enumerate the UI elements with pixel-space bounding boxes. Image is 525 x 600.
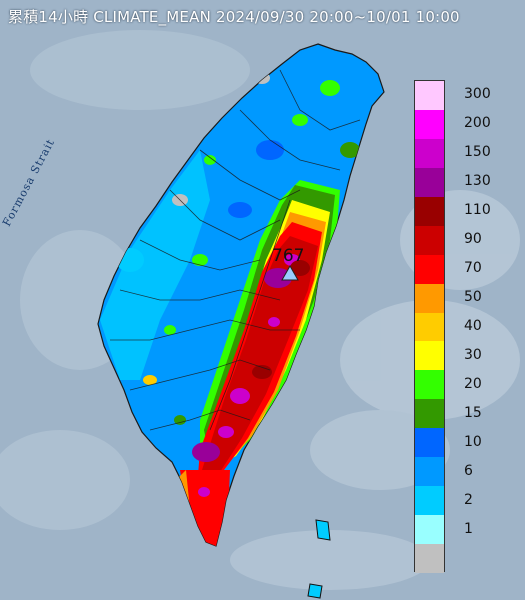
legend-label: 15 [464, 404, 482, 421]
legend-label: 30 [464, 346, 482, 363]
legend-label: 70 [464, 260, 482, 277]
legend-label: 130 [464, 173, 491, 190]
color-legend: 300 200 150 130 110 90 70 50 40 30 20 15 10 6 2 1 [414, 80, 515, 573]
legend-swatch [415, 341, 444, 371]
legend-swatch [415, 109, 444, 139]
legend-label: 200 [464, 115, 491, 132]
max-rainfall-marker [281, 264, 299, 281]
legend-label: 6 [464, 462, 473, 479]
legend-swatch [415, 167, 444, 197]
legend-label: 1 [464, 520, 473, 537]
legend-swatch [415, 254, 444, 284]
legend-label: 20 [464, 375, 482, 392]
legend-swatch [415, 544, 444, 573]
county-boundaries [110, 69, 361, 431]
legend-swatch [415, 283, 444, 313]
legend-swatch [415, 486, 444, 516]
legend-label: 10 [464, 433, 482, 450]
rainfall-zones [100, 72, 360, 546]
legend-swatch [415, 225, 444, 255]
green-island [315, 519, 331, 541]
legend-label: 150 [464, 144, 491, 161]
legend-swatch [415, 81, 444, 110]
rain-core-north [264, 268, 292, 288]
legend-label: 90 [464, 231, 482, 248]
legend-swatch [415, 196, 444, 226]
legend-swatch [415, 515, 444, 544]
map-title: 累積14小時 CLIMATE_MEAN 2024/09/30 20:00~10/… [8, 8, 460, 26]
legend-swatch [415, 428, 444, 458]
legend-swatch [415, 138, 444, 168]
max-rainfall-value: 767 [272, 246, 305, 266]
legend-label: 300 [464, 86, 491, 103]
legend-label: 110 [464, 202, 491, 219]
legend-label: 40 [464, 318, 482, 334]
rain-core-central [230, 388, 250, 404]
legend-label: 50 [464, 289, 482, 306]
legend-swatch [415, 457, 444, 487]
legend-swatches [414, 80, 445, 573]
legend-swatch [415, 312, 444, 342]
orchid-island [307, 583, 323, 599]
legend-label: 2 [464, 491, 473, 508]
legend-swatch [415, 399, 444, 429]
legend-swatch [415, 370, 444, 400]
